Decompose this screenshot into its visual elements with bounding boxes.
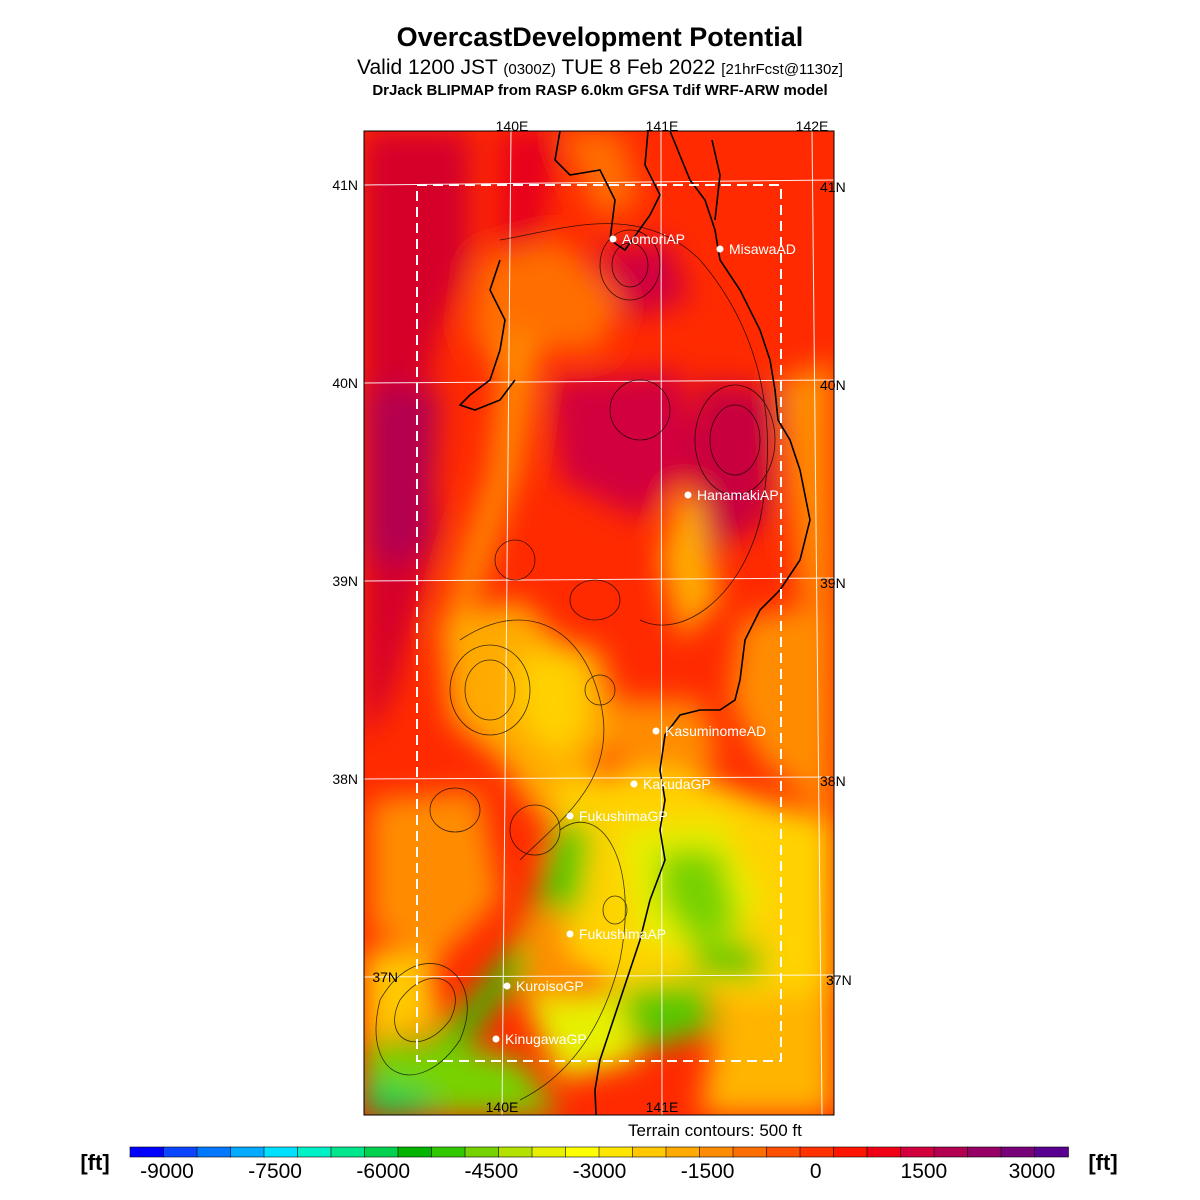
- colorbar-tick-label: -4500: [465, 1160, 519, 1183]
- station-marker: [503, 982, 511, 990]
- colorbar-swatch: [129, 1146, 165, 1158]
- station-label: KuroisoGP: [516, 978, 584, 994]
- colorbar-swatch: [431, 1146, 466, 1158]
- colorbar-unit-right: [ft]: [1088, 1150, 1117, 1175]
- forecast-info: [21hrFcst@1130z]: [721, 61, 843, 78]
- station-marker: [566, 930, 574, 938]
- valid-utc: (0300Z): [503, 61, 556, 78]
- lon-label-bottom-1: 141E: [646, 1099, 679, 1115]
- lat-label-right-4: 37N: [826, 972, 852, 988]
- station-kasuminomead[interactable]: KasuminomeAD: [652, 723, 767, 739]
- lat-label-left-3: 38N: [332, 771, 358, 787]
- lat-label-left-2: 39N: [332, 573, 358, 589]
- lon-label-bottom-0: 140E: [486, 1099, 519, 1115]
- graticule: [364, 131, 834, 1115]
- station-fukushimagp[interactable]: FukushimaGP: [566, 808, 668, 824]
- colorbar-unit-left: [ft]: [80, 1150, 109, 1175]
- station-marker: [630, 780, 638, 788]
- colorbar-swatch: [397, 1146, 433, 1158]
- colorbar-swatch: [297, 1146, 332, 1158]
- colorbar-swatch: [263, 1146, 299, 1158]
- colorbar-swatch: [665, 1146, 701, 1158]
- station-label: FukushimaAP: [579, 926, 666, 942]
- lon-label-top-0: 140E: [496, 118, 529, 134]
- station-label: KasuminomeAD: [665, 723, 766, 739]
- station-fukushimaap[interactable]: FukushimaAP: [566, 926, 667, 942]
- lat-label-right-0: 41N: [820, 179, 846, 195]
- station-marker: [566, 812, 574, 820]
- model-info: DrJack BLIPMAP from RASP 6.0km GFSA Tdif…: [372, 82, 828, 99]
- station-label: KinugawaGP: [505, 1031, 587, 1047]
- lat-label-right-3: 38N: [820, 773, 846, 789]
- colorbar-ticks: -9000 -7500 -6000 -4500 -3000 -1500 0 1500 3000: [140, 1160, 1055, 1183]
- colorbar-swatch: [1000, 1146, 1036, 1158]
- potential-field: [364, 131, 834, 1115]
- valid-date: TUE 8 Feb 2022: [561, 56, 716, 79]
- colorbar-swatch: [531, 1146, 567, 1158]
- terrain-contour-note: Terrain contours: 500 ft: [628, 1121, 802, 1140]
- colorbar-tick-label: 3000: [1009, 1160, 1056, 1183]
- colorbar-swatch: [230, 1146, 265, 1158]
- colorbar-swatches: [129, 1146, 1069, 1158]
- colorbar-swatch: [464, 1146, 500, 1158]
- colorbar-swatch: [498, 1146, 533, 1158]
- station-misawaad[interactable]: MisawaAD: [716, 241, 796, 257]
- terrain-contours: [375, 223, 776, 1101]
- colorbar-swatch: [163, 1146, 198, 1158]
- colorbar-tick-label: 0: [810, 1160, 822, 1183]
- station-marker: [684, 491, 692, 499]
- station-label: HanamakiAP: [697, 487, 779, 503]
- station-kuroisogp[interactable]: KuroisoGP: [503, 978, 584, 994]
- lat-label-right-1: 40N: [820, 377, 846, 393]
- colorbar-swatch: [565, 1146, 600, 1158]
- lat-label-left-0: 41N: [332, 177, 358, 193]
- colorbar-swatch: [330, 1146, 366, 1158]
- colorbar-swatch: [766, 1146, 801, 1158]
- colorbar-swatch: [833, 1146, 868, 1158]
- valid-prefix: Valid 1200 JST: [357, 56, 498, 79]
- colorbar-tick-label: -7500: [248, 1160, 302, 1183]
- map-frame: [363, 130, 835, 1116]
- colorbar-tick-label: -1500: [681, 1160, 735, 1183]
- colorbar-swatch: [364, 1146, 399, 1158]
- inner-domain-box: [416, 184, 782, 1062]
- station-marker: [716, 245, 724, 253]
- lat-label-left-1: 40N: [332, 375, 358, 391]
- station-kakudagp[interactable]: KakudaGP: [630, 776, 711, 792]
- station-kinugawagp[interactable]: KinugawaGP: [492, 1031, 587, 1047]
- colorbar-swatch: [699, 1146, 734, 1158]
- colorbar-swatch: [933, 1146, 969, 1158]
- colorbar-swatch: [967, 1146, 1002, 1158]
- station-label: MisawaAD: [729, 241, 796, 257]
- lon-label-top-2: 142E: [796, 118, 829, 134]
- station-hanamakiap[interactable]: HanamakiAP: [684, 487, 779, 503]
- colorbar-swatch: [632, 1146, 667, 1158]
- lon-label-top-1: 141E: [646, 118, 679, 134]
- colorbar-swatch: [866, 1146, 902, 1158]
- colorbar-swatch: [799, 1146, 835, 1158]
- colorbar-tick-label: -6000: [356, 1160, 410, 1183]
- lat-label-right-2: 39N: [820, 575, 846, 591]
- stations: AomoriAP MisawaAD HanamakiAP KasuminomeA…: [492, 231, 796, 1047]
- lat-label-left-4: 37N: [372, 969, 398, 985]
- station-marker: [492, 1035, 500, 1043]
- valid-time: Valid 1200 JST (0300Z) TUE 8 Feb 2022 [2…: [0, 56, 1200, 80]
- colorbar-swatch: [1034, 1146, 1069, 1158]
- colorbar-tick-label: -9000: [140, 1160, 194, 1183]
- station-label: KakudaGP: [643, 776, 711, 792]
- station-marker: [609, 235, 617, 243]
- station-marker: [652, 727, 660, 735]
- colorbar-tick-label: 1500: [901, 1160, 948, 1183]
- colorbar-tick-label: -3000: [573, 1160, 627, 1183]
- station-aomoriap[interactable]: AomoriAP: [609, 231, 686, 247]
- colorbar-swatch: [598, 1146, 634, 1158]
- station-label: AomoriAP: [622, 231, 685, 247]
- colorbar-swatch: [900, 1146, 935, 1158]
- chart-title: OvercastDevelopment Potential: [396, 22, 804, 52]
- colorbar-swatch: [196, 1146, 232, 1158]
- colorbar-swatch: [732, 1146, 768, 1158]
- station-label: FukushimaGP: [579, 808, 668, 824]
